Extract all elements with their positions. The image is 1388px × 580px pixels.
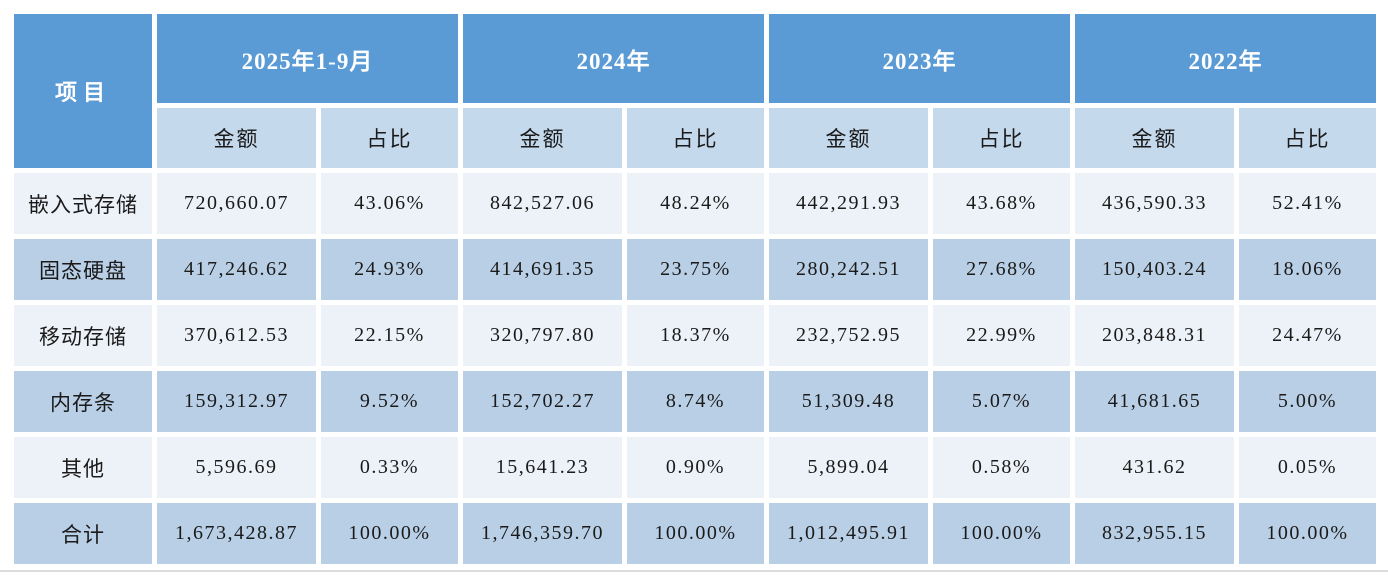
cell-amount: 842,527.06 (463, 173, 623, 234)
cell-ratio: 22.99% (933, 305, 1071, 366)
cell-amount: 159,312.97 (157, 371, 316, 432)
cell-ratio: 18.37% (627, 305, 765, 366)
cell-amount: 203,848.31 (1075, 305, 1235, 366)
amount-header: 金额 (1075, 108, 1235, 168)
cell-amount: 414,691.35 (463, 239, 623, 300)
cell-ratio: 24.47% (1239, 305, 1377, 366)
total-row: 合计 1,673,428.87 100.00% 1,746,359.70 100… (14, 503, 1377, 564)
cell-amount: 152,702.27 (463, 371, 623, 432)
cell-ratio: 48.24% (627, 173, 765, 234)
cell-amount: 1,673,428.87 (157, 503, 316, 564)
bottom-divider (0, 570, 1388, 572)
cell-amount: 41,681.65 (1075, 371, 1235, 432)
year-header-row: 项目 2025年1-9月 2024年 2023年 2022年 (14, 14, 1377, 168)
cell-ratio: 43.06% (321, 173, 459, 234)
cell-ratio: 0.90% (627, 437, 765, 498)
cell-ratio: 0.58% (933, 437, 1071, 498)
row-label: 其他 (14, 437, 152, 498)
cell-amount: 51,309.48 (769, 371, 929, 432)
ratio-header: 占比 (627, 108, 765, 168)
cell-ratio: 23.75% (627, 239, 765, 300)
year-header-2024: 2024年 (463, 14, 765, 103)
cell-amount: 15,641.23 (463, 437, 623, 498)
ratio-header: 占比 (933, 108, 1071, 168)
financial-breakdown-table: 项目 2025年1-9月 2024年 2023年 2022年 金额 占比 金额 … (9, 9, 1381, 569)
year-header-2025: 2025年1-9月 (157, 14, 459, 103)
cell-ratio: 43.68% (933, 173, 1071, 234)
table-row: 其他 5,596.69 0.33% 15,641.23 0.90% 5,899.… (14, 437, 1377, 498)
cell-amount: 370,612.53 (157, 305, 316, 366)
row-label: 嵌入式存储 (14, 173, 152, 234)
sub-header-row: 金额 占比 金额 占比 金额 占比 金额 占比 (14, 108, 1377, 168)
amount-header: 金额 (769, 108, 929, 168)
cell-amount: 1,012,495.91 (769, 503, 929, 564)
cell-ratio: 9.52% (321, 371, 459, 432)
ratio-header: 占比 (1239, 108, 1377, 168)
row-label: 内存条 (14, 371, 152, 432)
corner-header: 项目 (14, 14, 152, 168)
cell-ratio: 52.41% (1239, 173, 1377, 234)
cell-amount: 5,899.04 (769, 437, 929, 498)
ratio-header: 占比 (321, 108, 459, 168)
cell-amount: 320,797.80 (463, 305, 623, 366)
amount-header: 金额 (463, 108, 623, 168)
cell-amount: 150,403.24 (1075, 239, 1235, 300)
cell-amount: 5,596.69 (157, 437, 316, 498)
cell-amount: 720,660.07 (157, 173, 316, 234)
cell-ratio: 22.15% (321, 305, 459, 366)
cell-amount: 280,242.51 (769, 239, 929, 300)
row-label: 固态硬盘 (14, 239, 152, 300)
row-label: 合计 (14, 503, 152, 564)
table-row: 固态硬盘 417,246.62 24.93% 414,691.35 23.75%… (14, 239, 1377, 300)
cell-ratio: 0.33% (321, 437, 459, 498)
cell-amount: 232,752.95 (769, 305, 929, 366)
cell-ratio: 100.00% (627, 503, 765, 564)
cell-ratio: 5.00% (1239, 371, 1377, 432)
year-header-2023: 2023年 (769, 14, 1071, 103)
cell-ratio: 8.74% (627, 371, 765, 432)
table-row: 内存条 159,312.97 9.52% 152,702.27 8.74% 51… (14, 371, 1377, 432)
year-header-2022: 2022年 (1075, 14, 1377, 103)
cell-amount: 1,746,359.70 (463, 503, 623, 564)
cell-ratio: 27.68% (933, 239, 1071, 300)
cell-ratio: 24.93% (321, 239, 459, 300)
cell-ratio: 5.07% (933, 371, 1071, 432)
cell-ratio: 0.05% (1239, 437, 1377, 498)
table-row: 嵌入式存储 720,660.07 43.06% 842,527.06 48.24… (14, 173, 1377, 234)
cell-amount: 436,590.33 (1075, 173, 1235, 234)
cell-amount: 431.62 (1075, 437, 1235, 498)
table-row: 移动存储 370,612.53 22.15% 320,797.80 18.37%… (14, 305, 1377, 366)
cell-ratio: 100.00% (321, 503, 459, 564)
row-label: 移动存储 (14, 305, 152, 366)
amount-header: 金额 (157, 108, 316, 168)
cell-ratio: 100.00% (1239, 503, 1377, 564)
cell-amount: 832,955.15 (1075, 503, 1235, 564)
cell-amount: 417,246.62 (157, 239, 316, 300)
cell-amount: 442,291.93 (769, 173, 929, 234)
cell-ratio: 18.06% (1239, 239, 1377, 300)
cell-ratio: 100.00% (933, 503, 1071, 564)
